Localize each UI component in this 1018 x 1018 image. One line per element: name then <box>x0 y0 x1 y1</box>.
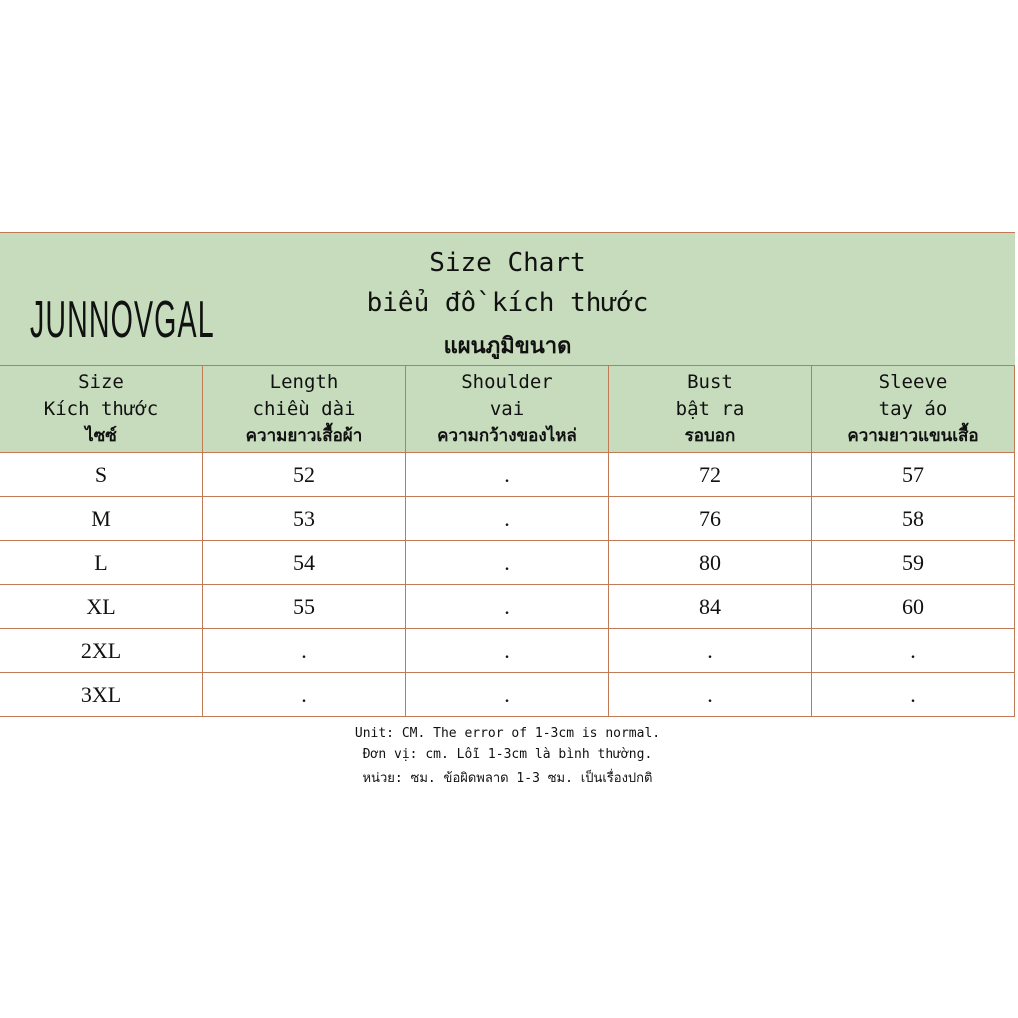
table-cell: 57 <box>811 452 1015 497</box>
table-cell: 54 <box>202 540 406 585</box>
column-th: รอบอก <box>684 425 736 446</box>
column-en: Sleeve <box>878 370 948 393</box>
title-th: แผนภูมิขนาด <box>443 334 572 359</box>
table-cell: 58 <box>811 496 1015 541</box>
note-vi: Đơn vị: cm. Lỗi 1-3cm là bình thường. <box>362 747 653 762</box>
table-cell: XL <box>0 584 203 629</box>
column-th: ความยาวแขนเสื้อ <box>847 425 979 446</box>
table-cell: 2XL <box>0 628 203 673</box>
header-row: Size Kích thước ไซซ์ Length chiều dài ความยาว… <box>0 365 1015 453</box>
table-cell: 84 <box>608 584 812 629</box>
note-th: หน่วย: ซม. ข้อผิดพลาด 1-3 ซม. เป็นเรื่อง… <box>362 771 653 786</box>
column-vi: bật ra <box>675 397 745 420</box>
header-band <box>0 232 1015 367</box>
table-row: 2XL.... <box>0 628 1015 673</box>
table-cell: 76 <box>608 496 812 541</box>
table-row: M 53. 76 58 <box>0 496 1015 541</box>
column-vi: chiều dài <box>252 397 356 420</box>
table-cell: L <box>0 540 203 585</box>
note-en: Unit: CM. The error of 1-3cm is normal. <box>354 726 661 741</box>
title-vi: biểu đồ kích thước <box>366 288 649 318</box>
table-row: 3XL.... <box>0 672 1015 717</box>
table-cell: . <box>202 628 406 673</box>
table-row: L 54. 80 59 <box>0 540 1015 585</box>
table-cell: . <box>405 584 609 629</box>
table-cell: 80 <box>608 540 812 585</box>
table-cell: 52 <box>202 452 406 497</box>
column-en: Size <box>78 370 124 393</box>
column-th: ไซซ์ <box>85 425 117 446</box>
table-cell: 59 <box>811 540 1015 585</box>
table-cell: . <box>202 672 406 717</box>
table-cell: . <box>405 452 609 497</box>
table-row: XL 55. 84 60 <box>0 584 1015 629</box>
table-cell: 60 <box>811 584 1015 629</box>
table-cell: . <box>405 540 609 585</box>
column-vi: vai <box>489 397 525 420</box>
table-cell: M <box>0 496 203 541</box>
column-header: Bust bật ra รอบอก <box>608 365 812 453</box>
column-header: Length chiều dài ความยาวเสื้อผ้า <box>202 365 406 453</box>
table-cell: S <box>0 452 203 497</box>
column-header: Size Kích thước ไซซ์ <box>0 365 203 453</box>
column-vi: Kích thước <box>43 397 159 420</box>
table-cell: . <box>405 496 609 541</box>
column-th: ความกว้างของไหล่ <box>437 425 577 446</box>
table-cell: 53 <box>202 496 406 541</box>
title-en: Size Chart <box>429 248 586 278</box>
table-cell: 72 <box>608 452 812 497</box>
table-cell: . <box>608 628 812 673</box>
size-table: Size Kích thước ไซซ์ Length chiều dài ความยาว… <box>0 365 1015 717</box>
column-en: Shoulder <box>461 370 553 393</box>
table-cell: . <box>811 672 1015 717</box>
table-cell: . <box>811 628 1015 673</box>
column-header: Shoulder vai ความกว้างของไหล่ <box>405 365 609 453</box>
column-en: Length <box>269 370 339 393</box>
column-en: Bust <box>687 370 733 393</box>
table-row: S 52. 72 57 <box>0 452 1015 497</box>
table-cell: 55 <box>202 584 406 629</box>
table-cell: . <box>608 672 812 717</box>
column-vi: tay áo <box>878 397 948 420</box>
table-cell: 3XL <box>0 672 203 717</box>
table-cell: . <box>405 672 609 717</box>
brand-logo: JUNNOVGAL <box>30 291 215 349</box>
table-cell: . <box>405 628 609 673</box>
column-th: ความยาวเสื้อผ้า <box>245 425 363 446</box>
column-header: Sleeve tay áo ความยาวแขนเสื้อ <box>811 365 1015 453</box>
